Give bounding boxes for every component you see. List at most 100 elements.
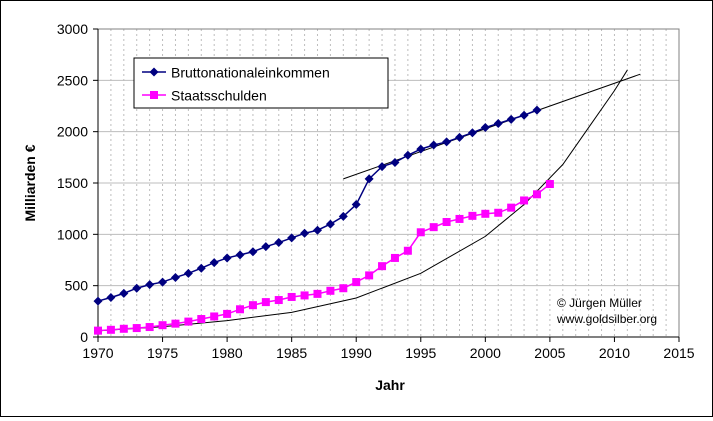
- data-point-debt: [287, 292, 296, 301]
- data-point-debt: [145, 323, 154, 332]
- data-point-gni: [170, 272, 180, 282]
- data-point-gni: [480, 123, 490, 133]
- data-point-gni: [532, 105, 542, 115]
- data-point-debt: [494, 208, 503, 217]
- data-point-debt: [261, 298, 270, 307]
- data-point-debt: [532, 190, 541, 199]
- data-point-debt: [442, 218, 451, 227]
- data-point-debt: [481, 209, 490, 218]
- series: [93, 105, 554, 335]
- data-point-debt: [300, 291, 309, 300]
- y-tick-label: 1000: [57, 226, 88, 242]
- data-point-debt: [507, 203, 516, 212]
- data-point-gni: [416, 144, 426, 154]
- y-tick-label: 1500: [57, 175, 88, 191]
- data-point-debt: [365, 271, 374, 280]
- legend-box: [133, 57, 389, 109]
- data-point-gni: [119, 288, 129, 298]
- data-point-debt: [520, 196, 529, 205]
- data-point-gni: [519, 110, 529, 120]
- data-point-gni: [106, 292, 116, 302]
- y-tick-label: 0: [80, 329, 88, 345]
- website-note: www.goldsilber.org: [556, 312, 657, 326]
- data-point-gni: [312, 225, 322, 235]
- data-point-gni: [390, 157, 400, 167]
- data-point-gni: [158, 277, 168, 287]
- data-point-debt: [352, 278, 361, 287]
- data-point-debt: [94, 326, 102, 335]
- data-point-gni: [93, 296, 103, 306]
- data-point-gni: [196, 263, 206, 273]
- data-point-debt: [248, 301, 257, 310]
- copyright-note: © Jürgen Müller: [557, 296, 642, 310]
- data-point-gni: [351, 200, 361, 210]
- data-point-gni: [467, 128, 477, 138]
- data-point-debt: [468, 211, 477, 220]
- x-tick-label: 1980: [212, 345, 243, 361]
- y-tick-label: 2500: [57, 72, 88, 88]
- data-point-gni: [248, 247, 258, 257]
- series-line-2: [97, 183, 551, 332]
- data-point-debt: [171, 319, 180, 328]
- data-point-debt: [210, 312, 219, 321]
- data-point-gni: [287, 233, 297, 243]
- data-point-debt: [106, 325, 115, 334]
- data-point-gni: [300, 228, 310, 238]
- data-point-gni: [364, 174, 374, 184]
- x-axis-title: Jahr: [375, 377, 405, 393]
- legend: Bruttonationaleinkommen Staatsschulden: [133, 57, 389, 109]
- x-tick-label: 2000: [470, 345, 501, 361]
- data-point-debt: [326, 286, 335, 295]
- data-point-debt: [339, 284, 348, 293]
- x-tick-label: 1975: [147, 345, 178, 361]
- data-point-debt: [158, 321, 167, 330]
- x-tick-label: 1995: [405, 345, 436, 361]
- data-point-gni: [209, 258, 219, 268]
- y-tick-label: 500: [65, 278, 89, 294]
- y-axis-title: Milliarden €: [22, 144, 38, 221]
- x-tick-label: 1985: [276, 345, 307, 361]
- x-tick-label: 2005: [534, 345, 565, 361]
- data-point-debt: [378, 262, 387, 271]
- data-point-debt: [313, 289, 322, 298]
- data-point-debt: [390, 253, 399, 262]
- data-point-debt: [403, 246, 412, 255]
- x-tick-label: 1970: [82, 345, 113, 361]
- data-point-gni: [403, 150, 413, 160]
- data-point-debt: [545, 180, 554, 189]
- data-point-gni: [493, 118, 503, 128]
- legend-marker-debt: [150, 91, 158, 99]
- data-point-gni: [183, 268, 193, 278]
- legend-label-gni: Bruttonationaleinkommen: [171, 65, 330, 81]
- data-point-gni: [338, 211, 348, 221]
- data-point-gni: [235, 250, 245, 260]
- data-point-debt: [132, 324, 141, 333]
- x-tick-label: 2010: [599, 345, 630, 361]
- data-point-debt: [274, 296, 283, 305]
- data-point-gni: [506, 114, 516, 124]
- data-point-debt: [455, 214, 464, 223]
- x-tick-label: 1990: [341, 345, 372, 361]
- data-point-gni: [222, 253, 232, 263]
- axes: 1970 1975 1980 1985 1990 1995 2000 2005 2010 2015…: [57, 21, 695, 361]
- data-point-debt: [223, 309, 232, 318]
- data-point-gni: [261, 242, 271, 252]
- data-point-debt: [197, 315, 206, 324]
- data-point-debt: [184, 317, 193, 326]
- data-point-debt: [236, 305, 245, 314]
- data-point-gni: [274, 238, 284, 248]
- data-point-debt: [429, 223, 438, 232]
- legend-label-debt: Staatsschulden: [171, 88, 267, 104]
- data-point-debt: [119, 324, 128, 333]
- data-point-gni: [325, 219, 335, 229]
- y-tick-label: 2000: [57, 124, 88, 140]
- data-point-gni: [442, 137, 452, 147]
- data-point-gni: [132, 283, 142, 293]
- trend-line-2: [97, 69, 628, 332]
- y-tick-label: 3000: [57, 21, 88, 37]
- data-point-gni: [429, 140, 439, 150]
- data-point-gni: [455, 132, 465, 142]
- data-point-gni: [377, 162, 387, 172]
